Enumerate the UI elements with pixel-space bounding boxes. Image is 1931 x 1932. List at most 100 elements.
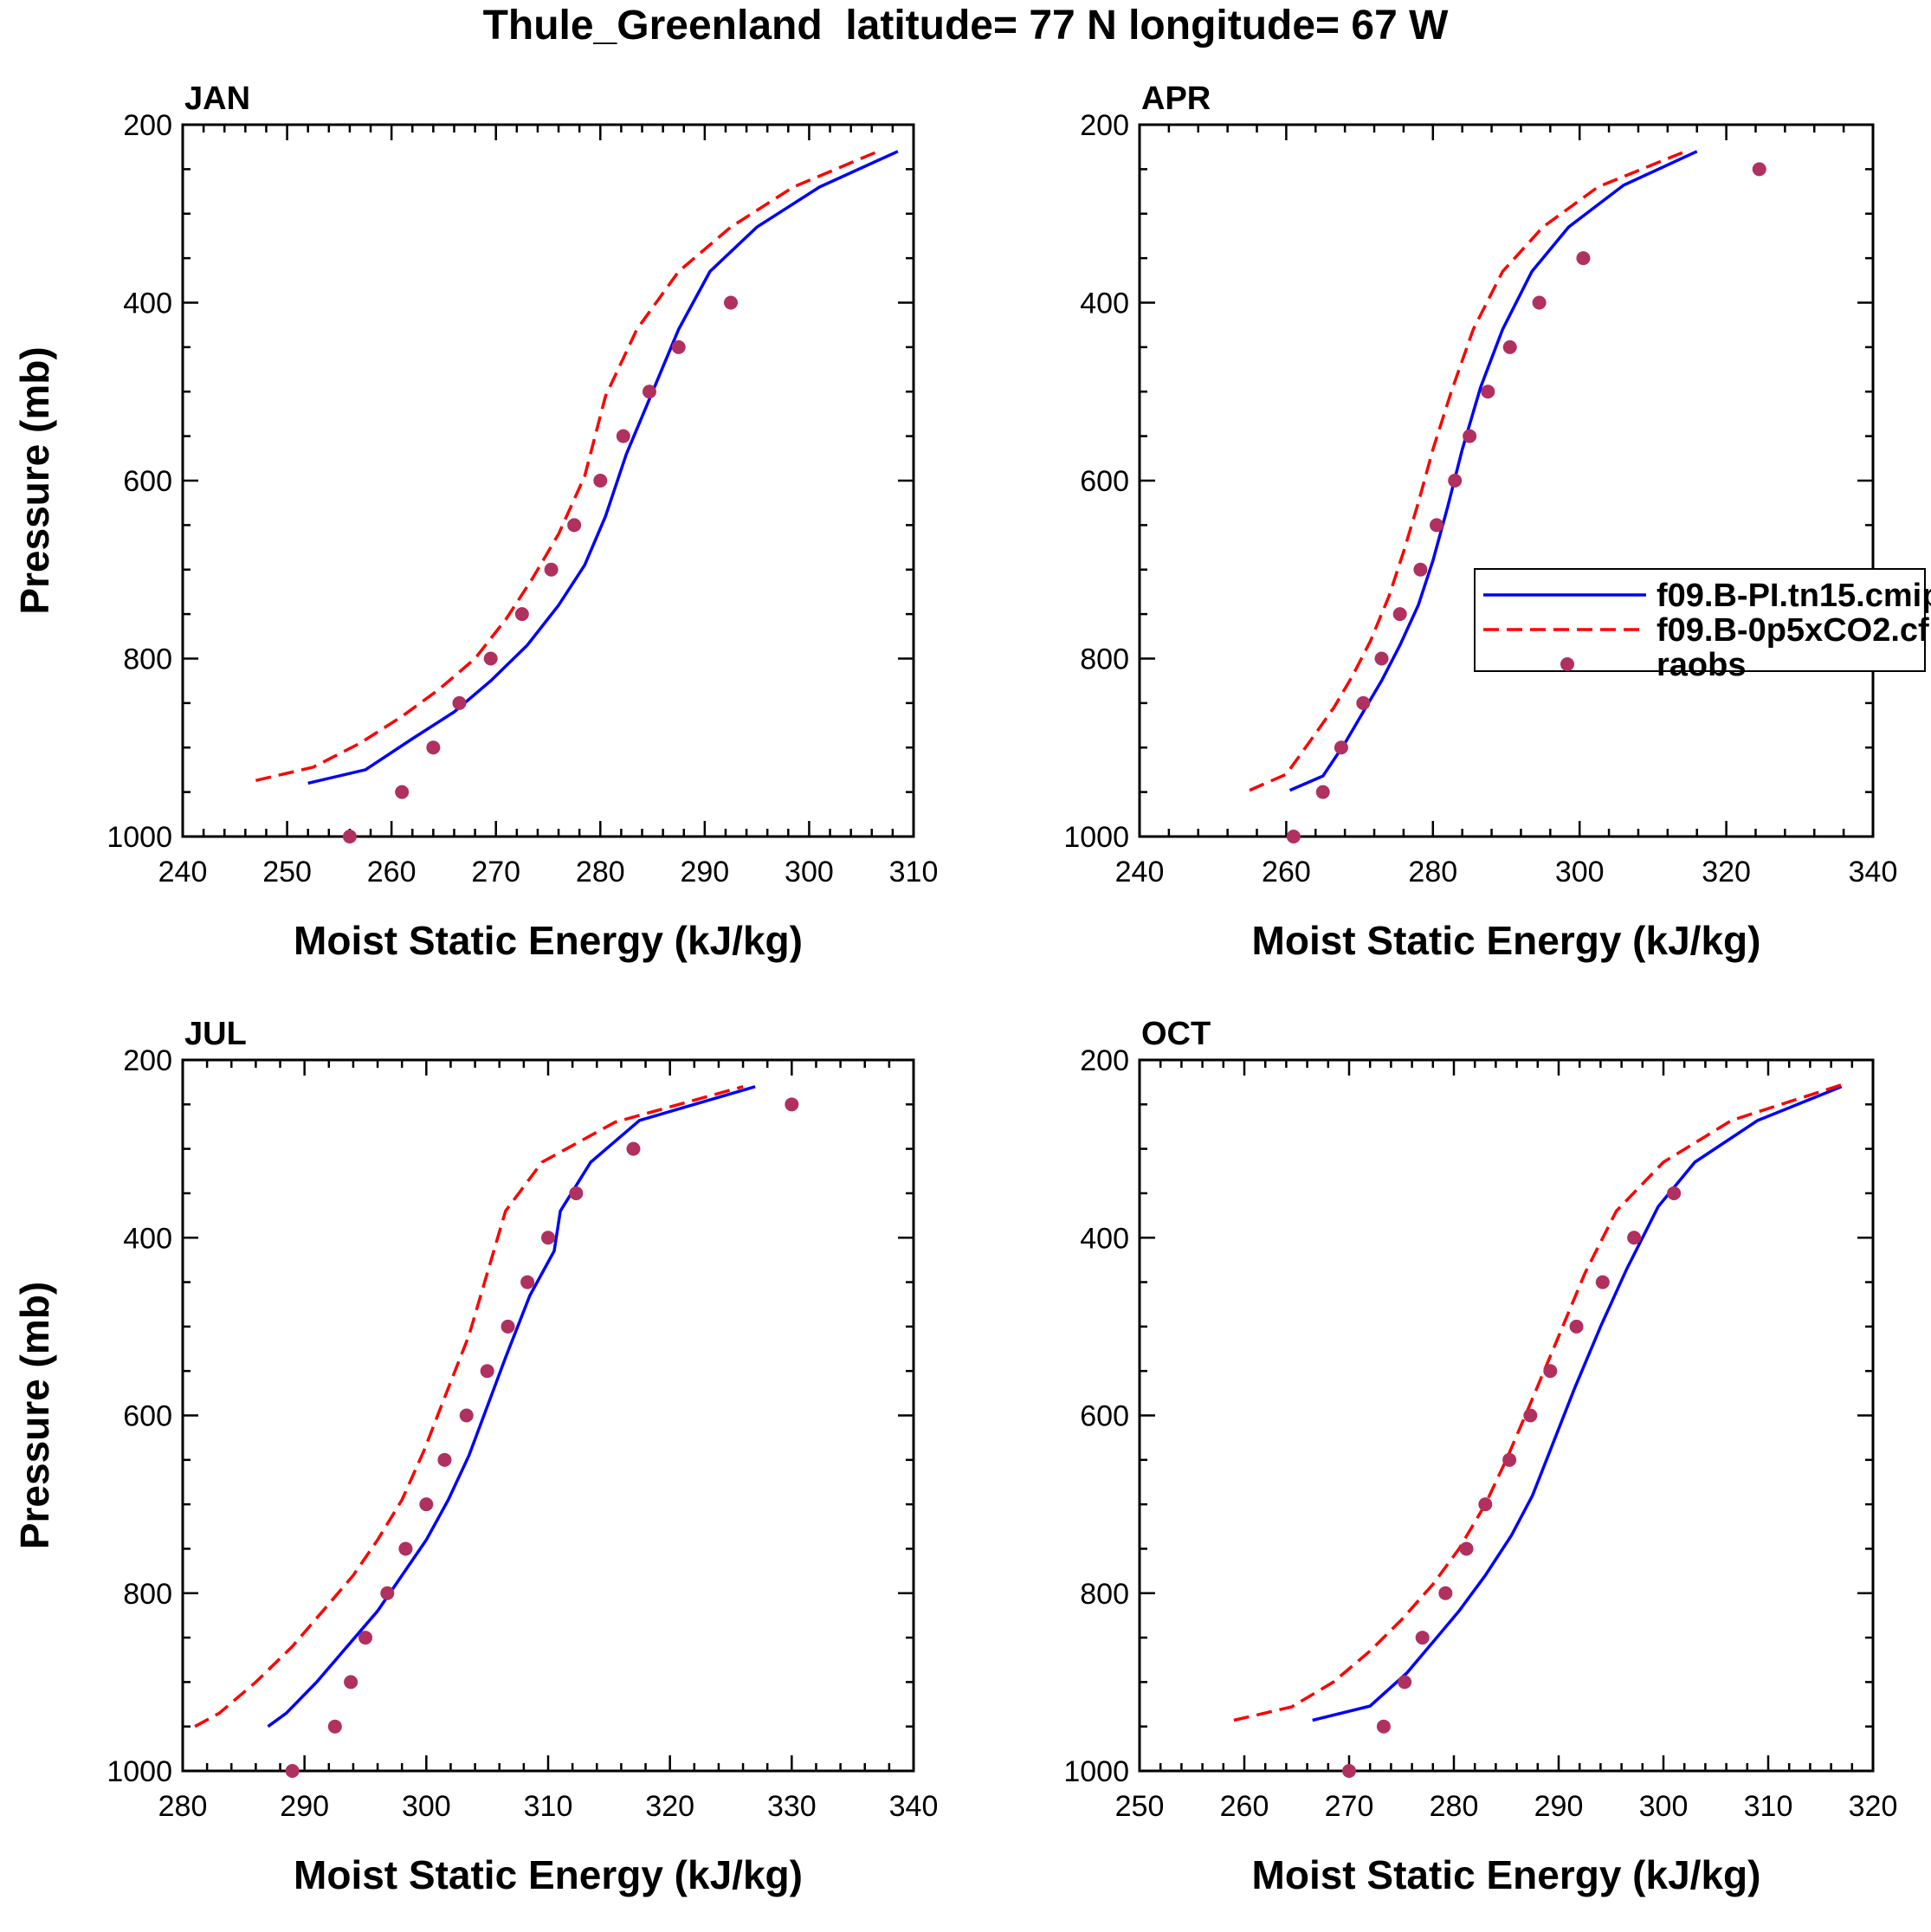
y-tick-label: 800 (1080, 1578, 1129, 1611)
raobs-point (398, 1541, 413, 1556)
raobs-point (285, 1764, 300, 1778)
legend-marker-raobs (1560, 657, 1574, 671)
raobs-point (483, 651, 498, 666)
raobs-point (1481, 384, 1495, 399)
panel-jan: 240 250 260 270 280 290 300 310 200 400 600 800 1000… (12, 81, 938, 963)
y-tick-label: 1000 (1063, 1755, 1129, 1788)
raobs-point (671, 339, 686, 354)
x-tick-label: 300 (402, 1790, 451, 1823)
x-tick-label: 260 (367, 856, 417, 888)
raobs-point (344, 1675, 358, 1690)
raobs-point (1569, 1319, 1584, 1334)
y-tick-label: 200 (123, 1044, 172, 1077)
y-tick-label: 200 (1080, 1044, 1129, 1077)
raobs-point (593, 474, 608, 488)
y-tick-label: 800 (123, 643, 172, 676)
x-axis-title: Moist Static Energy (kJ/kg) (1252, 1852, 1761, 1897)
series-line-pi (267, 1085, 756, 1728)
series-line-pi (1288, 150, 1698, 792)
panel-oct: 250 260 270 280 290 300 310 320 200 400 600 800 1000… (1063, 1016, 1897, 1897)
panel-label-jul: JUL (184, 1016, 247, 1052)
x-tick-label: 310 (1744, 1790, 1793, 1823)
x-tick-label: 260 (1220, 1790, 1269, 1823)
y-tick-label: 1000 (107, 1755, 172, 1788)
raobs-point (1398, 1675, 1412, 1690)
raobs-point (514, 607, 529, 622)
series-line-pi (307, 150, 899, 785)
x-tick-label: 290 (1534, 1790, 1584, 1823)
x-tick-label: 290 (280, 1790, 329, 1823)
series-line-0p5xco2 (1233, 1083, 1843, 1722)
raobs-point (1502, 1452, 1517, 1467)
x-axis-title: Moist Static Energy (kJ/kg) (294, 918, 803, 963)
legend-label: f09.B-PI.tn15.cmip6 (1657, 578, 1931, 614)
x-tick-label: 270 (1325, 1790, 1374, 1823)
y-tick-label: 600 (1080, 465, 1129, 498)
raobs-point (1448, 474, 1463, 488)
panel-label-apr: APR (1141, 81, 1211, 117)
raobs-point (1334, 740, 1348, 755)
series-line-0p5xco2 (194, 1085, 744, 1728)
raobs-point (380, 1586, 395, 1600)
raobs-point (1576, 251, 1591, 266)
raobs-point (501, 1319, 515, 1334)
raobs-point (327, 1719, 342, 1734)
y-axis-title: Pressure (mb) (12, 1282, 57, 1549)
raobs-point (358, 1631, 372, 1645)
raobs-point (569, 1186, 584, 1200)
y-axis-title: Pressure (mb) (12, 346, 57, 614)
panel-label-jan: JAN (184, 81, 250, 117)
x-tick-label: 320 (1702, 856, 1751, 888)
raobs-point (1532, 295, 1547, 310)
panel-apr: 240 260 280 300 320 340 200 400 600 800 1000 APR Moi… (1063, 81, 1897, 963)
x-tick-label: 320 (1849, 1790, 1898, 1823)
raobs-point (1595, 1275, 1610, 1289)
raobs-point (1438, 1586, 1453, 1600)
y-tick-label: 400 (1080, 288, 1129, 320)
y-tick-label: 400 (1080, 1222, 1129, 1255)
x-tick-label: 250 (262, 856, 312, 888)
raobs-point (1502, 339, 1517, 354)
x-tick-label: 280 (576, 856, 625, 888)
y-tick-label: 400 (123, 288, 172, 320)
raobs-point (1478, 1497, 1493, 1512)
x-tick-label: 320 (645, 1790, 694, 1823)
raobs-point (1667, 1186, 1682, 1200)
y-tick-label: 200 (123, 109, 172, 142)
raobs-point (426, 740, 441, 755)
raobs-point (785, 1097, 799, 1112)
x-tick-label: 300 (785, 856, 834, 888)
x-tick-label: 250 (1115, 1790, 1165, 1823)
raobs-point (1376, 1719, 1391, 1734)
raobs-point (1463, 429, 1477, 443)
legend-box (1474, 568, 1926, 672)
x-tick-label: 240 (1115, 856, 1165, 888)
raobs-point (1543, 1364, 1558, 1379)
y-tick-label: 1000 (1063, 821, 1129, 854)
raobs-point (459, 1408, 474, 1423)
raobs-point (724, 295, 738, 310)
x-tick-label: 240 (158, 856, 208, 888)
y-tick-label: 400 (123, 1222, 172, 1255)
panel-label-oct: OCT (1141, 1016, 1211, 1052)
series-line-0p5xco2 (1249, 148, 1690, 792)
raobs-point (419, 1497, 434, 1512)
legend-label: f09.B-0p5xCO2.cfm (1657, 612, 1931, 649)
raobs-point (1315, 785, 1330, 799)
raobs-point (1356, 695, 1371, 710)
y-tick-label: 600 (123, 1400, 172, 1433)
x-axis-title: Moist Static Energy (kJ/kg) (1252, 918, 1761, 963)
raobs-point (520, 1275, 535, 1289)
x-tick-label: 330 (767, 1790, 817, 1823)
x-tick-label: 280 (158, 1790, 208, 1823)
raobs-point (1627, 1231, 1642, 1245)
raobs-point (1286, 830, 1301, 843)
raobs-point (1374, 651, 1389, 666)
raobs-point (642, 384, 656, 399)
raobs-point (1342, 1764, 1356, 1778)
x-tick-label: 260 (1262, 856, 1311, 888)
raobs-point (541, 1231, 555, 1245)
raobs-point (616, 429, 630, 443)
x-tick-label: 310 (889, 856, 939, 888)
raobs-point (437, 1452, 452, 1467)
